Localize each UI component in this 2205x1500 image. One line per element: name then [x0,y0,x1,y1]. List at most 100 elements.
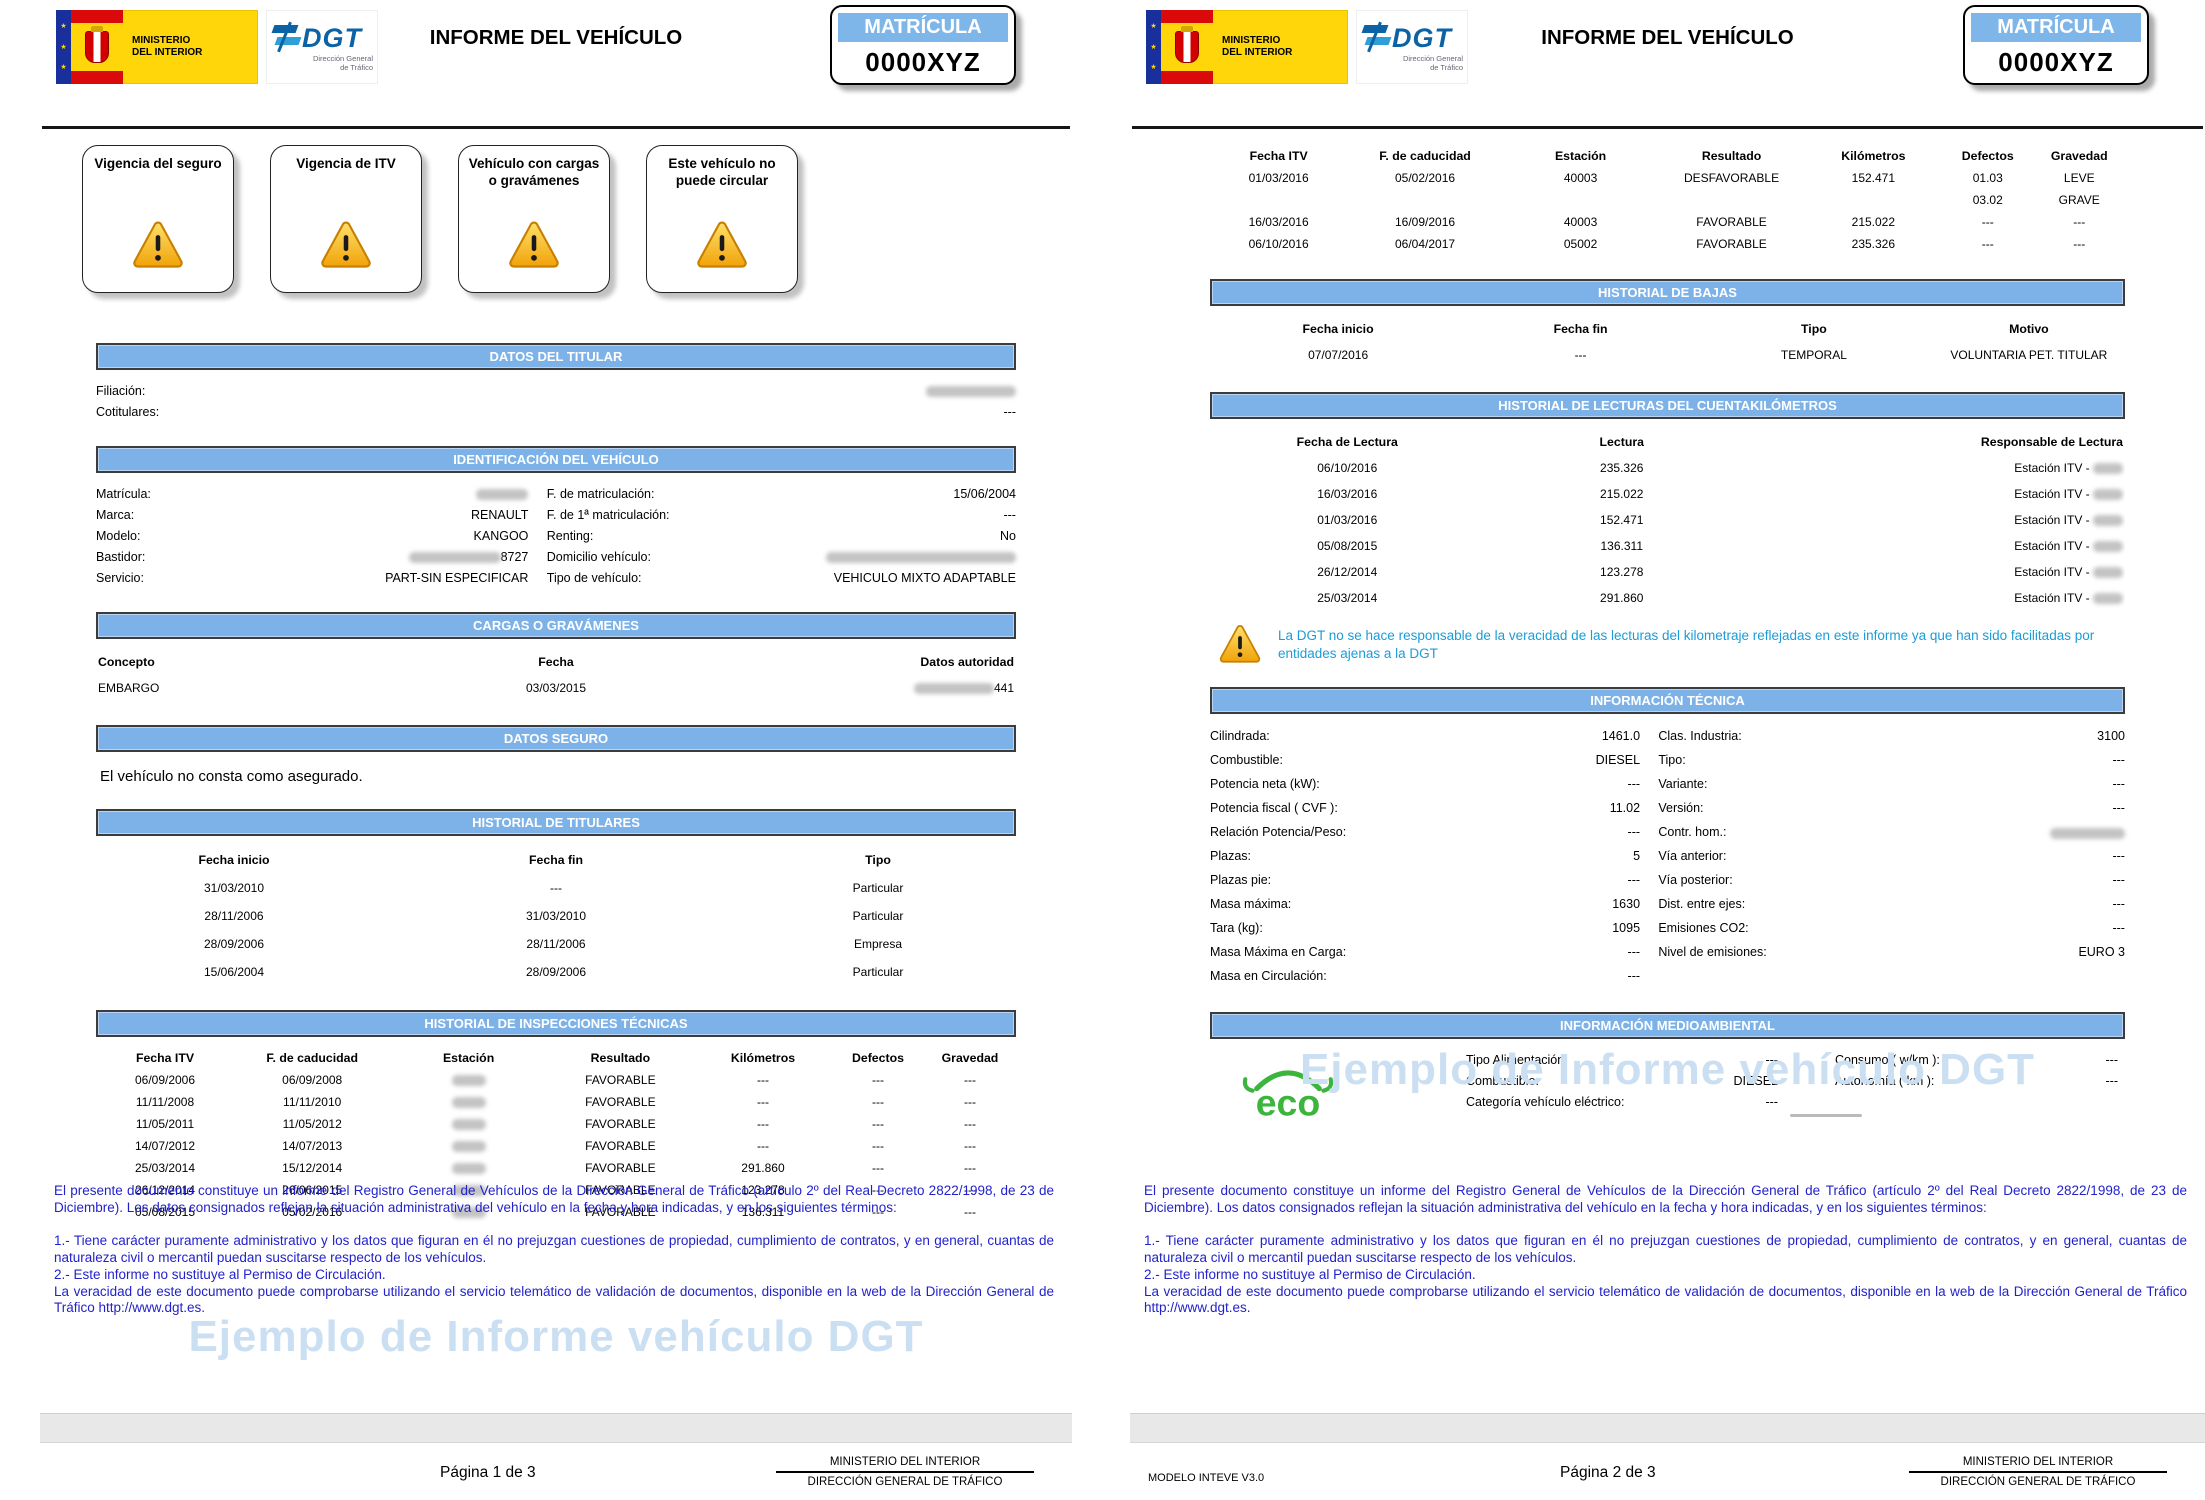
table-cell: Estación ITV - [1759,507,2125,533]
spain-coat-of-arms [85,26,109,63]
redacted-line [1790,1114,1862,1117]
warning-card-itv: Vigencia de ITV [270,145,422,293]
table-cell: 26/12/2014 [1317,565,1378,579]
ministry-line2: DEL INTERIOR [132,47,203,58]
table-row: EMBARGO 03/03/2015 441 [96,675,1016,701]
table-cell: Responsable de Lectura [1980,435,2123,449]
field-label: Emisiones CO2: [1658,921,1749,936]
table-header-row: Fecha inicio Fecha fin Tipo [96,846,1016,874]
redacted-value [2093,593,2123,605]
field-label: Renting: [546,528,594,543]
field-label: Tara (kg): [1210,921,1263,936]
field-row: Combustible: DIESEL [1466,1070,1778,1091]
field-row: Cilindrada: 1461.0 [1210,724,1640,748]
table-row: 05/08/2015 05/02/2016 FAVORABLE 136.311 --- -… [96,1201,1016,1223]
table-cell: Defectos [1961,149,2014,163]
field-label: Tipo de vehículo: [546,570,642,585]
table-row: 26/12/2014 26/06/2015 FAVORABLE 123.278 --- -… [96,1179,1016,1201]
table-cell: --- [871,1139,884,1153]
field-value: --- [1003,404,1017,419]
table-cell: Particular [852,909,904,923]
field-value: --- [2112,777,2125,792]
field-value: 8727 [408,550,528,564]
table-cell [390,1201,546,1223]
table-cell: 40003 [1563,171,1598,185]
field-value: --- [1003,507,1016,522]
field-label: Variante: [1658,777,1708,792]
section-medioambiental: INFORMACIÓN MEDIOAMBIENTAL [1210,1012,2125,1040]
field-row: Domicilio vehículo: [547,546,1016,567]
table-cell: Lectura [1599,435,1644,449]
table-header-row: Fecha inicio Fecha fin Tipo Motivo [1210,316,2125,342]
table-row: 25/03/2014 291.860 Estación ITV - [1210,585,2125,611]
plate-label: MATRÍCULA [1971,13,2141,42]
watermark-text: Ejemplo de Informe vehículo DGT [1299,1045,2036,1094]
table-row: 11/11/2008 11/11/2010 FAVORABLE --- --- --- [96,1091,1016,1113]
field-row: Cotitulares: --- [96,401,1016,422]
table-cell [1503,189,1659,211]
field-label: Tipo: [1658,753,1686,768]
table-cell [390,1135,546,1157]
table-cell: 123.278 [1600,565,1644,579]
table-cell: 215.022 [1851,215,1896,229]
table-cell [390,1157,546,1179]
table-cell [1658,189,1804,211]
spain-flag [1161,10,1213,84]
table-cell: --- [1574,348,1587,362]
table-cell: --- [871,1161,884,1175]
inspecciones-table: Fecha ITV F. de caducidad Estación Resultad… [96,1047,1016,1223]
table-cell: 05/02/2016 [282,1205,343,1219]
field-row: Relación Potencia/Peso: --- [1210,820,1640,844]
ministry-signature: MINISTERIO DEL INTERIOR DIRECCIÓN GENERA… [1909,1456,2167,1488]
table-cell: --- [963,1205,976,1219]
field-label: Marca: [96,507,135,522]
warning-triangle-icon [319,219,373,268]
table-cell: Tipo [865,853,891,867]
field-label: Servicio: [96,570,144,585]
field-row: Potencia neta (kW): --- [1210,772,1640,796]
table-cell: Defectos [851,1051,904,1065]
field-label: F. de matriculación: [546,486,655,501]
field-row: Plazas: 5 [1210,844,1640,868]
table-cell [390,1179,546,1201]
table-cell: DESFAVORABLE [1683,171,1780,185]
field-row: Tara (kg): 1095 [1210,916,1640,940]
table-cell: Fecha de Lectura [1296,435,1398,449]
field-value: --- [2105,1073,2119,1088]
titular-fields: Filiación: Cotitulares: --- [96,380,1016,422]
warning-card-label: Vigencia del seguro [94,156,222,171]
table-cell: 11/11/2010 [283,1095,342,1109]
field-row: Consumo ( w/km ): --- [1835,1049,2118,1070]
field-value: 1095 [1612,921,1641,936]
field-value: --- [1765,1052,1779,1067]
table-cell: 11/11/2008 [135,1095,195,1109]
dgt-subtitle-line1: Dirección General [312,54,373,63]
redacted-value [2049,827,2125,839]
ministerio-interior-logo: ★ ★ ★ MINISTERIO DEL INTERIOR [1146,10,1348,84]
table-cell: 28/11/2006 [204,909,264,923]
field-value: RENAULT [470,507,529,522]
table-cell: --- [756,1073,769,1087]
field-value [926,384,1016,398]
legal-paragraph: La veracidad de este documento puede com… [54,1283,1054,1316]
ministry-line1: MINISTERIO [1222,34,1281,46]
field-label: Versión: [1658,801,1704,816]
field-label: Potencia fiscal ( CVF ): [1210,801,1338,816]
redacted-value [2093,567,2123,579]
field-value: No [999,528,1016,543]
field-value: --- [2112,873,2125,888]
legal-paragraph: 2.- Este informe no sustituye al Permiso… [1144,1266,1476,1282]
field-label: Modelo: [96,528,141,543]
field-value [825,550,1016,564]
table-cell: 26/06/2015 [282,1183,343,1197]
model-version: MODELO INTEVE V3.0 [1148,1472,1265,1484]
field-label: Bastidor: [96,549,146,564]
table-cell: TEMPORAL [1780,348,1847,362]
redacted-value [825,551,1016,563]
tecnica-fields: Cilindrada: 1461.0 Combustible: DIESEL Poten… [1210,724,2125,988]
field-label: Masa Máxima en Carga: [1210,945,1347,960]
table-cell: Resultado [590,1051,651,1065]
table-cell: --- [963,1139,976,1153]
field-label: Domicilio vehículo: [546,549,651,564]
table-row: 06/10/2016 06/04/2017 05002 FAVORABLE 235.32… [1210,233,2125,255]
